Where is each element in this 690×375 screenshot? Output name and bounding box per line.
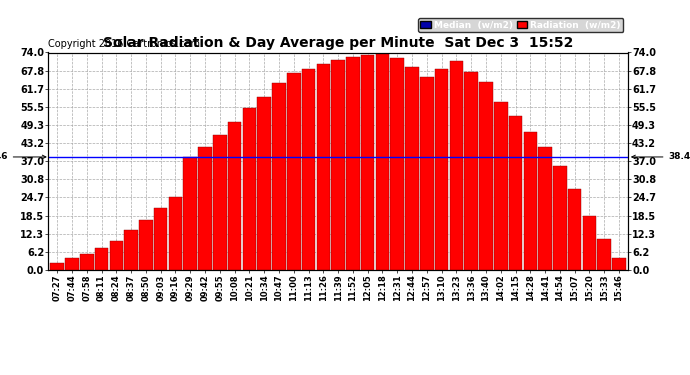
Bar: [420, 78, 433, 270]
Bar: [80, 254, 94, 270]
Bar: [110, 241, 123, 270]
Bar: [538, 147, 552, 270]
Bar: [124, 230, 138, 270]
Bar: [302, 69, 315, 270]
Bar: [154, 208, 168, 270]
Bar: [198, 147, 212, 270]
Bar: [509, 116, 522, 270]
Bar: [524, 132, 537, 270]
Bar: [568, 189, 582, 270]
Bar: [228, 122, 242, 270]
Bar: [257, 97, 271, 270]
Text: 38.46: 38.46: [0, 153, 46, 162]
Bar: [139, 220, 152, 270]
Bar: [65, 258, 79, 270]
Bar: [168, 196, 182, 270]
Bar: [582, 216, 596, 270]
Bar: [213, 135, 226, 270]
Bar: [464, 72, 478, 270]
Bar: [95, 248, 108, 270]
Legend: Median  (w/m2), Radiation  (w/m2): Median (w/m2), Radiation (w/m2): [417, 18, 623, 32]
Title: Solar Radiation & Day Average per Minute  Sat Dec 3  15:52: Solar Radiation & Day Average per Minute…: [103, 36, 573, 50]
Bar: [598, 239, 611, 270]
Bar: [361, 56, 375, 270]
Bar: [479, 82, 493, 270]
Bar: [331, 60, 345, 270]
Bar: [375, 54, 389, 270]
Bar: [272, 83, 286, 270]
Bar: [612, 258, 626, 270]
Bar: [391, 58, 404, 270]
Bar: [553, 166, 566, 270]
Bar: [405, 67, 419, 270]
Bar: [287, 73, 301, 270]
Bar: [450, 62, 463, 270]
Bar: [317, 64, 330, 270]
Bar: [494, 102, 508, 270]
Bar: [184, 157, 197, 270]
Bar: [243, 108, 256, 270]
Bar: [346, 57, 359, 270]
Bar: [435, 69, 448, 270]
Text: Copyright 2016 Cartronics.com: Copyright 2016 Cartronics.com: [48, 39, 200, 50]
Bar: [50, 262, 64, 270]
Text: 38.46: 38.46: [632, 153, 690, 162]
